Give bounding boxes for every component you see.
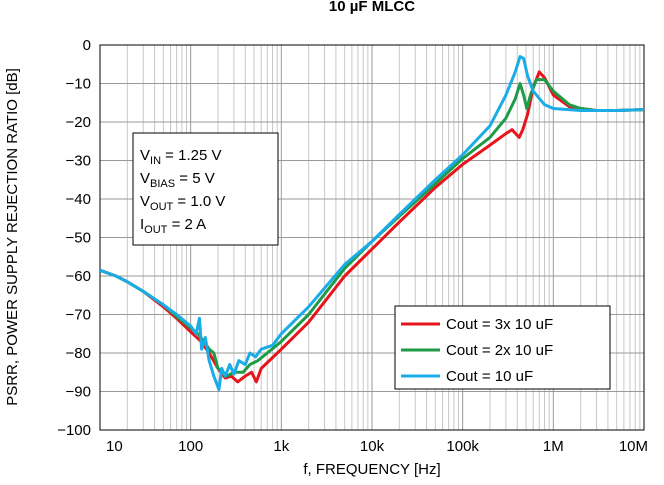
x-tick-label: 100k <box>446 438 479 455</box>
y-tick-label: −30 <box>66 153 91 170</box>
plot-frame <box>99 44 645 431</box>
x-tick-label: 10k <box>360 438 385 455</box>
condition-line: VBIAS = 5 V <box>140 170 215 190</box>
y-axis-label: PSRR, POWER SUPPLY REJECTION RATIO [dB] <box>4 68 21 406</box>
y-tick-label: −70 <box>66 307 91 324</box>
y-tick-label: −40 <box>66 191 91 208</box>
legend-label-1: Cout = 3x 10 uF <box>446 316 553 333</box>
condition-line: VOUT = 1.0 V <box>140 193 225 213</box>
y-tick-label: −90 <box>66 384 91 401</box>
y-tick-label: −60 <box>66 268 91 285</box>
series-group <box>100 55 644 392</box>
y-tick-label: 0 <box>83 37 91 54</box>
y-tick-labels: 0 −10 −20 −30 −40 −50 −60 −70 −80 −90 −100 <box>57 37 91 439</box>
series-line-3 <box>100 55 644 392</box>
x-tick-label: 100 <box>178 438 203 455</box>
condition-line: VIN = 1.25 V <box>140 147 221 167</box>
legend-label-3: Cout = 10 uF <box>446 368 533 385</box>
chart-title: 10 µF MLCC <box>329 0 415 15</box>
x-axis-label: f, FREQUENCY [Hz] <box>303 461 440 478</box>
condition-line: IOUT = 2 A <box>140 216 206 236</box>
x-tick-label: 10M <box>619 438 648 455</box>
y-tick-label: −80 <box>66 345 91 362</box>
y-tick-label: −50 <box>66 230 91 247</box>
y-tick-label: −10 <box>66 76 91 93</box>
conditions-box: VIN = 1.25 V VBIAS = 5 V VOUT = 1.0 V IOUT … <box>132 132 279 246</box>
x-tick-label: 1M <box>543 438 564 455</box>
y-tick-label: −100 <box>57 422 91 439</box>
x-tick-label: 10 <box>106 438 123 455</box>
legend: Cout = 3x 10 uF Cout = 2x 10 uF Cout = 10 … <box>394 305 611 390</box>
y-tick-label: −20 <box>66 114 91 131</box>
x-tick-label: 1k <box>273 438 289 455</box>
series-line-1 <box>100 70 644 384</box>
legend-label-2: Cout = 2x 10 uF <box>446 342 553 359</box>
x-tick-labels: 10 100 1k 10k 100k 1M 10M <box>106 438 648 455</box>
